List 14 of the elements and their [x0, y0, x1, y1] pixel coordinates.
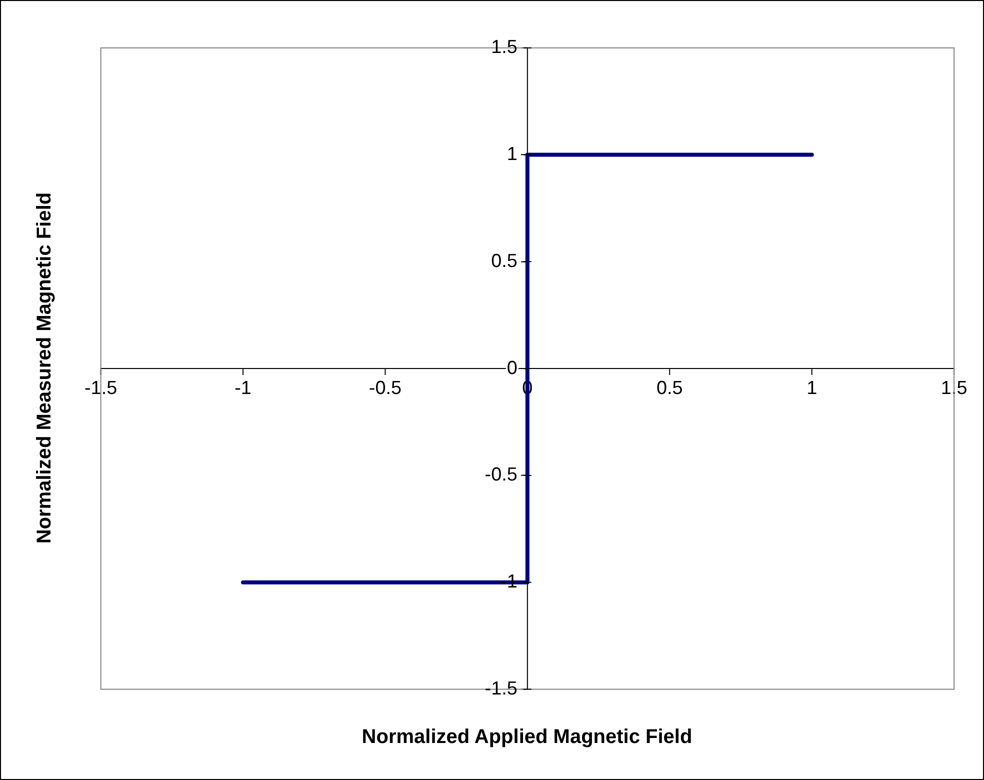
y-tick-label: 0 [506, 358, 518, 379]
x-tick-label: 1.5 [940, 378, 968, 400]
y-tick-label: -0.5 [484, 464, 518, 486]
y-tick-label: 1.5 [491, 37, 518, 58]
y-tick-label: -1.5 [484, 678, 518, 700]
x-tick-label: 1 [806, 378, 818, 400]
x-tick-label: -0.5 [368, 378, 402, 400]
y-tick-label: 0.5 [491, 250, 518, 272]
x-tick-label: 0.5 [656, 378, 683, 400]
y-tick-label: 1 [506, 144, 518, 165]
y-axis-title: Normalized Measured Magnetic Field [34, 192, 56, 544]
x-tick-label: -1 [234, 378, 252, 400]
x-tick-label: -1.5 [84, 378, 118, 400]
x-axis-title: Normalized Applied Magnetic Field [360, 726, 694, 749]
